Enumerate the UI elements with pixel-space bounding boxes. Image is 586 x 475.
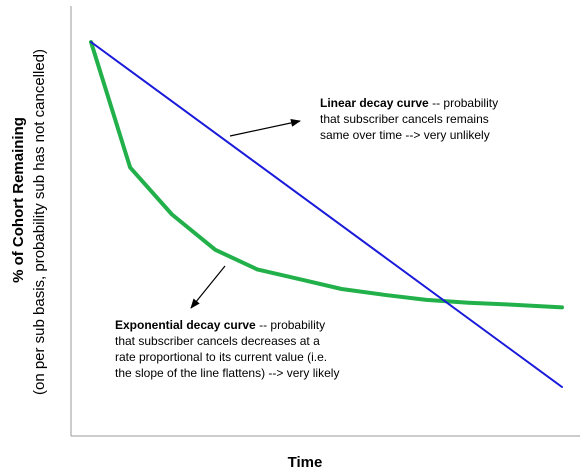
exponential-annotation-line: that subscriber cancels decreases at a [115, 334, 320, 348]
svg-text:Linear decay curve -- probabil: Linear decay curve -- probability [320, 96, 498, 110]
x-axis-label: Time [288, 454, 323, 471]
exponential-annotation-line: the slope of the line flattens) --> very… [115, 366, 339, 380]
y-axis-label: % of Cohort Remaining [10, 117, 27, 283]
linear-annotation-line: that subscriber cancels remains [320, 112, 489, 126]
linear-annotation-line: -- probability [429, 96, 498, 110]
linear-annotation-line: same over time --> very unlikely [320, 128, 490, 142]
exponential-annotation-line: rate proportional to its current value (… [115, 350, 327, 364]
linear-annotation: Linear decay curve -- probability that s… [320, 96, 498, 142]
y-axis-sublabel: (on per sub basis, probability sub has n… [31, 49, 48, 395]
exponential-annotation: Exponential decay curve -- probability t… [115, 318, 339, 380]
linear-annotation-title: Linear decay curve [320, 96, 429, 110]
exponential-annotation-arrow [190, 265, 226, 309]
exponential-annotation-line: -- probability [256, 318, 325, 332]
svg-text:Exponential decay curve -- pro: Exponential decay curve -- probability [115, 318, 325, 332]
linear-decay-line [90, 41, 563, 388]
exponential-decay-line [89, 40, 564, 310]
exponential-annotation-title: Exponential decay curve [115, 318, 256, 332]
linear-annotation-arrow [229, 118, 301, 137]
